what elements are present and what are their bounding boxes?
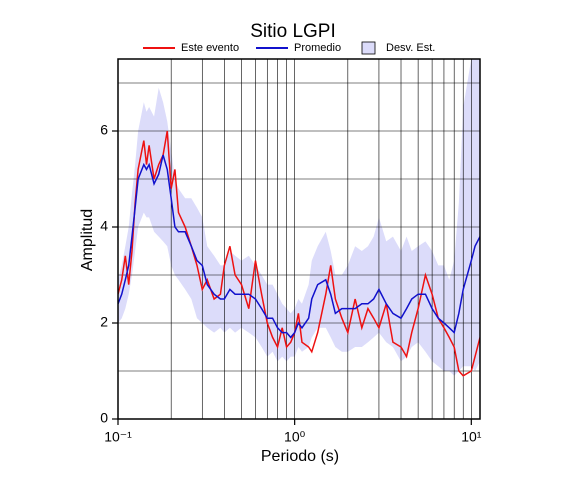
plot-frame [117, 58, 481, 420]
chart-title: Sitio LGPI [250, 21, 336, 42]
y-tick-label: 0 [100, 410, 108, 426]
std-band [118, 59, 480, 376]
plot-area [118, 59, 480, 419]
y-tick-label: 2 [100, 314, 108, 330]
legend-label: Promedio [294, 42, 341, 54]
x-tick-label: 10¹ [461, 429, 482, 445]
x-tick-label: 10⁰ [284, 429, 306, 445]
y-axis-label: Amplitud [79, 209, 96, 271]
x-tick-label: 10⁻¹ [104, 429, 132, 445]
y-tick-label: 6 [100, 122, 108, 138]
series-line [118, 154, 480, 339]
y-tick-label: 4 [100, 218, 108, 234]
legend-swatch [361, 41, 376, 55]
legend-label: Este evento [181, 42, 239, 54]
series-line [118, 130, 480, 377]
legend-label: Desv. Est. [386, 42, 435, 54]
x-axis-label: Periodo (s) [261, 448, 339, 465]
